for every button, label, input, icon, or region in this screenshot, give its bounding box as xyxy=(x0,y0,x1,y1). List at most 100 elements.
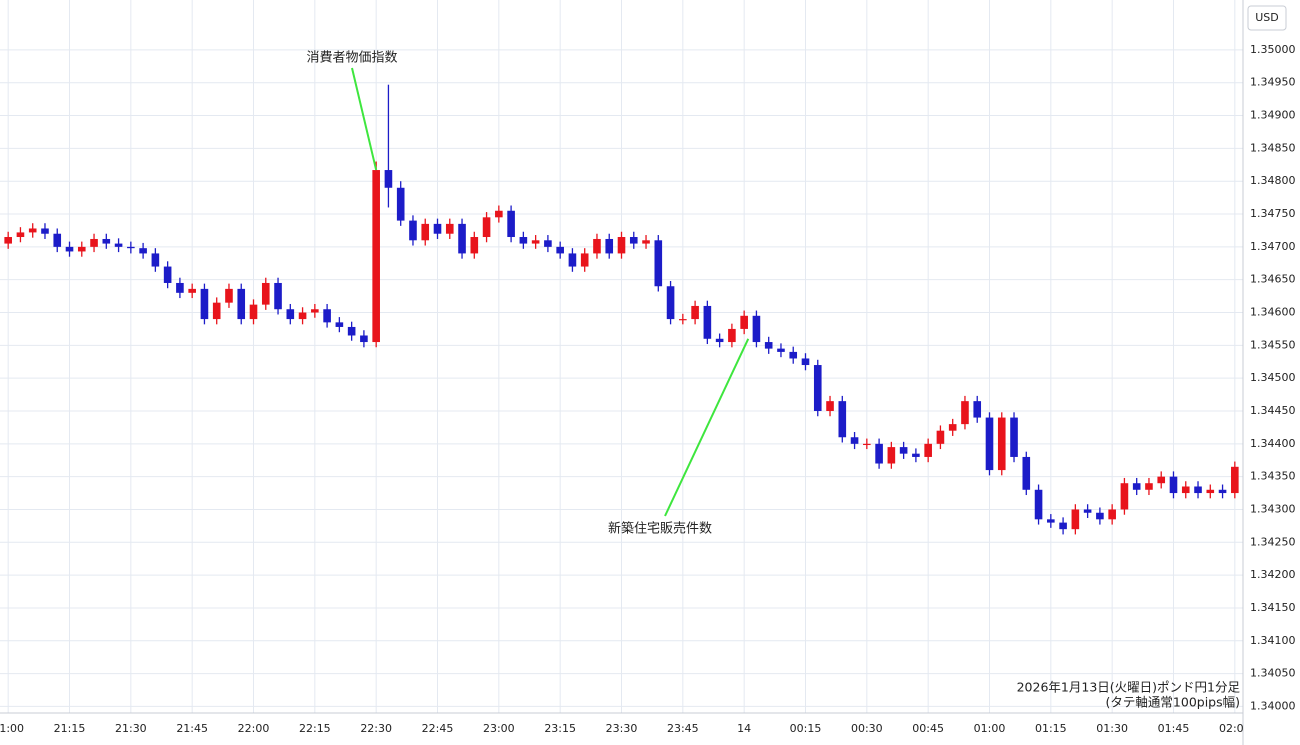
y-axis-label: USD xyxy=(1255,11,1279,24)
x-tick-label: 01:15 xyxy=(1035,722,1067,735)
candle-body xyxy=(1071,509,1080,530)
y-tick-label: 1.34000 xyxy=(1250,699,1296,712)
candle-body xyxy=(556,246,564,254)
candle-body xyxy=(1169,476,1178,494)
candle-body xyxy=(997,417,1006,471)
x-tick-label: 23:15 xyxy=(544,722,576,735)
candle-body xyxy=(801,358,810,366)
candle-body xyxy=(249,304,258,320)
y-tick-label: 1.34400 xyxy=(1250,437,1296,450)
candle-body xyxy=(912,453,920,457)
candle-body xyxy=(777,348,785,352)
candle-body xyxy=(200,288,209,320)
candle-body xyxy=(1047,519,1055,523)
candle-body xyxy=(458,223,466,254)
candle-body xyxy=(1132,483,1141,490)
candle-body xyxy=(16,232,25,238)
candle-body xyxy=(605,238,614,254)
candle-body xyxy=(568,253,577,267)
candle-body xyxy=(740,315,748,329)
candle-body xyxy=(1181,486,1190,494)
candle-body xyxy=(102,238,111,244)
candle-body xyxy=(813,365,822,411)
candle-body xyxy=(1206,489,1215,494)
candle-body xyxy=(789,351,798,359)
candle-body xyxy=(360,335,368,343)
candle-body xyxy=(274,282,282,310)
candle-body xyxy=(642,240,650,244)
x-tick-label: 22:45 xyxy=(422,722,454,735)
candle-body xyxy=(863,443,871,446)
candle-body xyxy=(617,237,626,254)
x-tick-label: 22:00 xyxy=(238,722,270,735)
y-tick-label: 1.34500 xyxy=(1250,371,1296,384)
candle-body xyxy=(715,338,724,343)
candle-body xyxy=(924,443,932,457)
y-tick-label: 1.34450 xyxy=(1250,404,1296,417)
candle-body xyxy=(298,312,307,320)
candle-body xyxy=(335,322,344,327)
candle-body xyxy=(629,237,638,244)
candle-body xyxy=(1022,456,1031,490)
candle-body xyxy=(53,233,62,247)
candle-body xyxy=(470,237,479,254)
x-tick-label: 01:30 xyxy=(1096,722,1128,735)
candle-body xyxy=(985,417,994,471)
y-tick-label: 1.34600 xyxy=(1250,306,1296,319)
annotation-line xyxy=(664,338,750,517)
candle-body xyxy=(286,309,295,320)
candle-body xyxy=(139,248,147,254)
candle-body xyxy=(1157,476,1166,484)
annotation-label: 消費者物価指数 xyxy=(306,51,397,66)
x-tick-label: 00:45 xyxy=(912,722,944,735)
candle-body xyxy=(850,437,859,444)
candle-body xyxy=(764,342,773,349)
y-tick-label: 1.34250 xyxy=(1250,535,1296,548)
candle-body xyxy=(1218,489,1227,494)
unit-box xyxy=(1247,5,1287,31)
candle-body xyxy=(1096,512,1104,520)
candle-body xyxy=(752,315,761,343)
candle-body xyxy=(311,309,319,313)
candle-body xyxy=(65,246,74,252)
candle-body xyxy=(1231,466,1239,494)
x-tick-label: 23:30 xyxy=(606,722,638,735)
candle-body xyxy=(666,286,675,320)
candle-body xyxy=(519,237,528,244)
annotation-label: 新築住宅販売件数 xyxy=(608,521,712,537)
candle-body xyxy=(887,447,896,464)
candle-body xyxy=(691,305,699,320)
candle-body xyxy=(433,223,442,234)
y-tick-label: 1.34300 xyxy=(1250,502,1296,515)
candle-body xyxy=(41,228,49,234)
y-tick-label: 1.34150 xyxy=(1250,601,1296,614)
candle-body xyxy=(728,328,736,343)
candle-body xyxy=(384,170,393,188)
candle-body xyxy=(4,237,12,244)
candle-body xyxy=(151,253,160,267)
y-axis: 1.34000 1.34050 1.34100 1.34150 1.34200 1.342… xyxy=(1250,43,1296,713)
caption: 2026年1月13日(火曜日)ポンド円1分足 xyxy=(1017,680,1241,695)
candle-body xyxy=(531,240,540,244)
candle-body xyxy=(90,238,98,247)
candle-body xyxy=(127,246,135,249)
y-tick-label: 1.34750 xyxy=(1250,207,1296,220)
caption: (タテ軸通常100pips幅) xyxy=(1106,695,1240,710)
x-tick-label: 14 xyxy=(737,722,751,735)
x-tick-label: 22:15 xyxy=(299,722,331,735)
x-tick-label: 02:00 xyxy=(1219,722,1251,735)
candle-body xyxy=(188,288,196,293)
y-tick-label: 1.34200 xyxy=(1250,568,1296,581)
candle-body xyxy=(1145,483,1153,490)
y-tick-label: 1.34850 xyxy=(1250,141,1296,154)
candle-body xyxy=(593,238,601,254)
candle-body xyxy=(838,401,847,438)
candle-body xyxy=(973,401,982,418)
x-tick-label: 01:00 xyxy=(974,722,1006,735)
candle-body xyxy=(495,210,503,218)
x-tick-label: 01:45 xyxy=(1158,722,1190,735)
candle-body xyxy=(703,305,712,339)
candle-body xyxy=(482,217,491,238)
candle-body xyxy=(445,223,454,234)
